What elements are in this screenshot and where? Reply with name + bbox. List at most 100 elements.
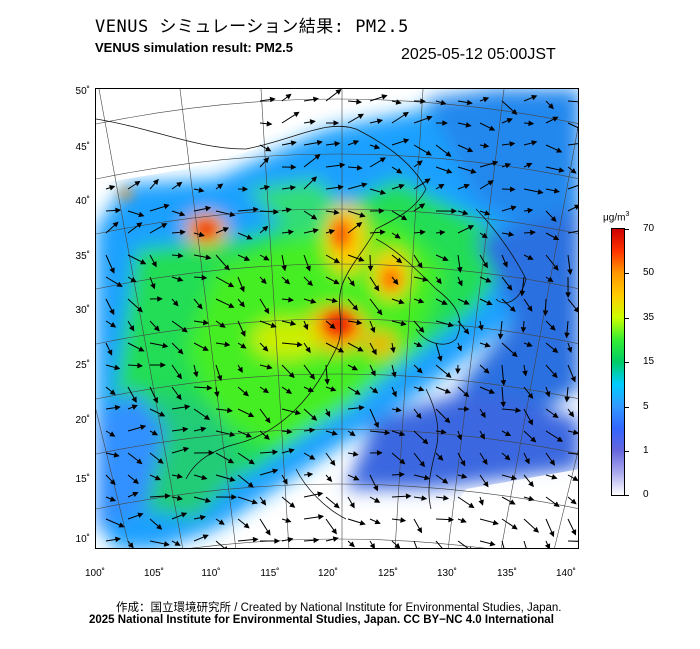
wind-arrow-head [511, 109, 518, 115]
wind-arrow-head [421, 495, 428, 501]
wind-arrow-head [478, 499, 484, 506]
colorbar-tick-mark [624, 318, 629, 319]
wind-arrow-head [509, 141, 516, 147]
wind-arrow-head [176, 473, 184, 479]
wind-arrow-head [205, 205, 212, 212]
wind-arrow-head [273, 208, 280, 215]
wind-arrow-head [307, 280, 313, 287]
wind-arrow-head [442, 255, 449, 261]
wind-arrow-head [242, 390, 249, 397]
wind-arrow-shaft [413, 540, 418, 548]
wind-arrow-head [378, 208, 385, 214]
colorbar-unit-base: μg/m [603, 212, 626, 224]
wind-arrow-head [163, 541, 170, 547]
colorbar-tick-label: 50 [643, 267, 655, 278]
wind-arrow-head [305, 346, 311, 354]
wind-arrow-head [482, 458, 488, 466]
wind-arrow-head [357, 346, 364, 352]
wind-arrow-head [462, 209, 469, 216]
wind-arrow-head [520, 327, 527, 333]
wind-arrow-head [114, 536, 122, 543]
wind-arrow-head [285, 388, 293, 394]
wind-arrow-head [203, 414, 211, 421]
wind-arrow-head [288, 372, 295, 379]
wind-arrow-shaft [567, 100, 578, 103]
longitude-label: 100˚ [84, 568, 105, 579]
wind-arrow-head [245, 432, 252, 438]
wind-arrow-head [305, 265, 311, 272]
wind-arrow-head [156, 523, 163, 530]
wind-arrow-head [467, 225, 475, 231]
wind-arrow-head [317, 491, 324, 497]
wind-arrow-head [131, 396, 137, 403]
wind-arrow-head [247, 411, 255, 418]
wind-arrow-head [379, 189, 387, 195]
wind-arrow-head [532, 526, 540, 533]
wind-arrow-head [418, 326, 425, 333]
wind-arrow-head [553, 188, 560, 194]
wind-arrow-head [335, 89, 342, 95]
forecast-timestamp: 2025-05-12 05:00JST [401, 46, 556, 63]
wind-arrow-head [352, 304, 359, 311]
wind-arrow-head [527, 254, 534, 260]
wind-arrow-head [530, 436, 537, 443]
wind-arrow-head [312, 228, 319, 234]
wind-arrow-head [218, 519, 225, 525]
wind-arrow-head [416, 341, 423, 348]
wind-arrow-head [573, 306, 578, 313]
parallel-line [96, 483, 578, 510]
wind-arrow-head [334, 141, 341, 147]
wind-arrow-head [296, 341, 303, 348]
wind-arrow-head [324, 378, 330, 385]
wind-arrow-head [311, 414, 318, 421]
wind-arrow-head [229, 211, 236, 217]
wind-arrow-head [440, 99, 447, 106]
wind-arrow-head [109, 389, 116, 396]
wind-arrow-head [174, 540, 181, 546]
wind-arrow-head [456, 266, 463, 273]
wind-arrow-head [352, 140, 360, 146]
wind-arrow-head [351, 365, 359, 371]
wind-arrow-head [396, 168, 403, 174]
wind-arrow-head [570, 376, 576, 383]
wind-arrow-head [416, 160, 423, 167]
wind-arrow-head [440, 429, 447, 435]
wind-arrow-head [552, 116, 559, 122]
wind-arrow-head [128, 542, 134, 548]
wind-arrow-shaft [215, 540, 226, 548]
wind-arrow-head [417, 547, 420, 548]
wind-arrow-head [469, 546, 472, 548]
wind-arrow-head [379, 229, 386, 236]
concentration-field [96, 89, 578, 548]
wind-arrow-shaft [523, 540, 527, 548]
wind-arrow-head [437, 454, 444, 461]
wind-arrow-head [151, 261, 157, 268]
meridian-line [98, 89, 183, 548]
colorbar [611, 228, 625, 496]
wind-arrow-head [128, 325, 135, 332]
wind-arrow-head [176, 393, 182, 401]
meridian-line [447, 89, 505, 548]
wind-arrow-head [309, 119, 316, 125]
wind-arrow-head [441, 299, 448, 305]
colorbar-tick-label: 5 [643, 401, 649, 412]
wind-arrow-head [333, 278, 340, 285]
wind-arrow-head [417, 262, 423, 269]
longitude-label: 125˚ [377, 568, 398, 579]
wind-arrow-head [570, 498, 577, 505]
wind-arrow-head [237, 366, 243, 373]
wind-arrow-head [177, 348, 184, 355]
wind-arrow-head [217, 183, 224, 190]
wind-arrow-head [522, 370, 528, 377]
latitude-label: 25˚ [75, 360, 90, 371]
wind-arrow-head [154, 475, 162, 481]
wind-arrow-head [484, 210, 491, 216]
wind-arrow-head [180, 512, 188, 518]
wind-arrow-head [260, 278, 267, 285]
wind-arrow-head [242, 186, 249, 192]
wind-arrow-shaft [457, 540, 469, 548]
longitude-label: 115˚ [260, 568, 280, 579]
wind-arrow-head [470, 168, 477, 174]
wind-arrow-head [497, 333, 504, 340]
wind-arrow-head [511, 351, 518, 358]
